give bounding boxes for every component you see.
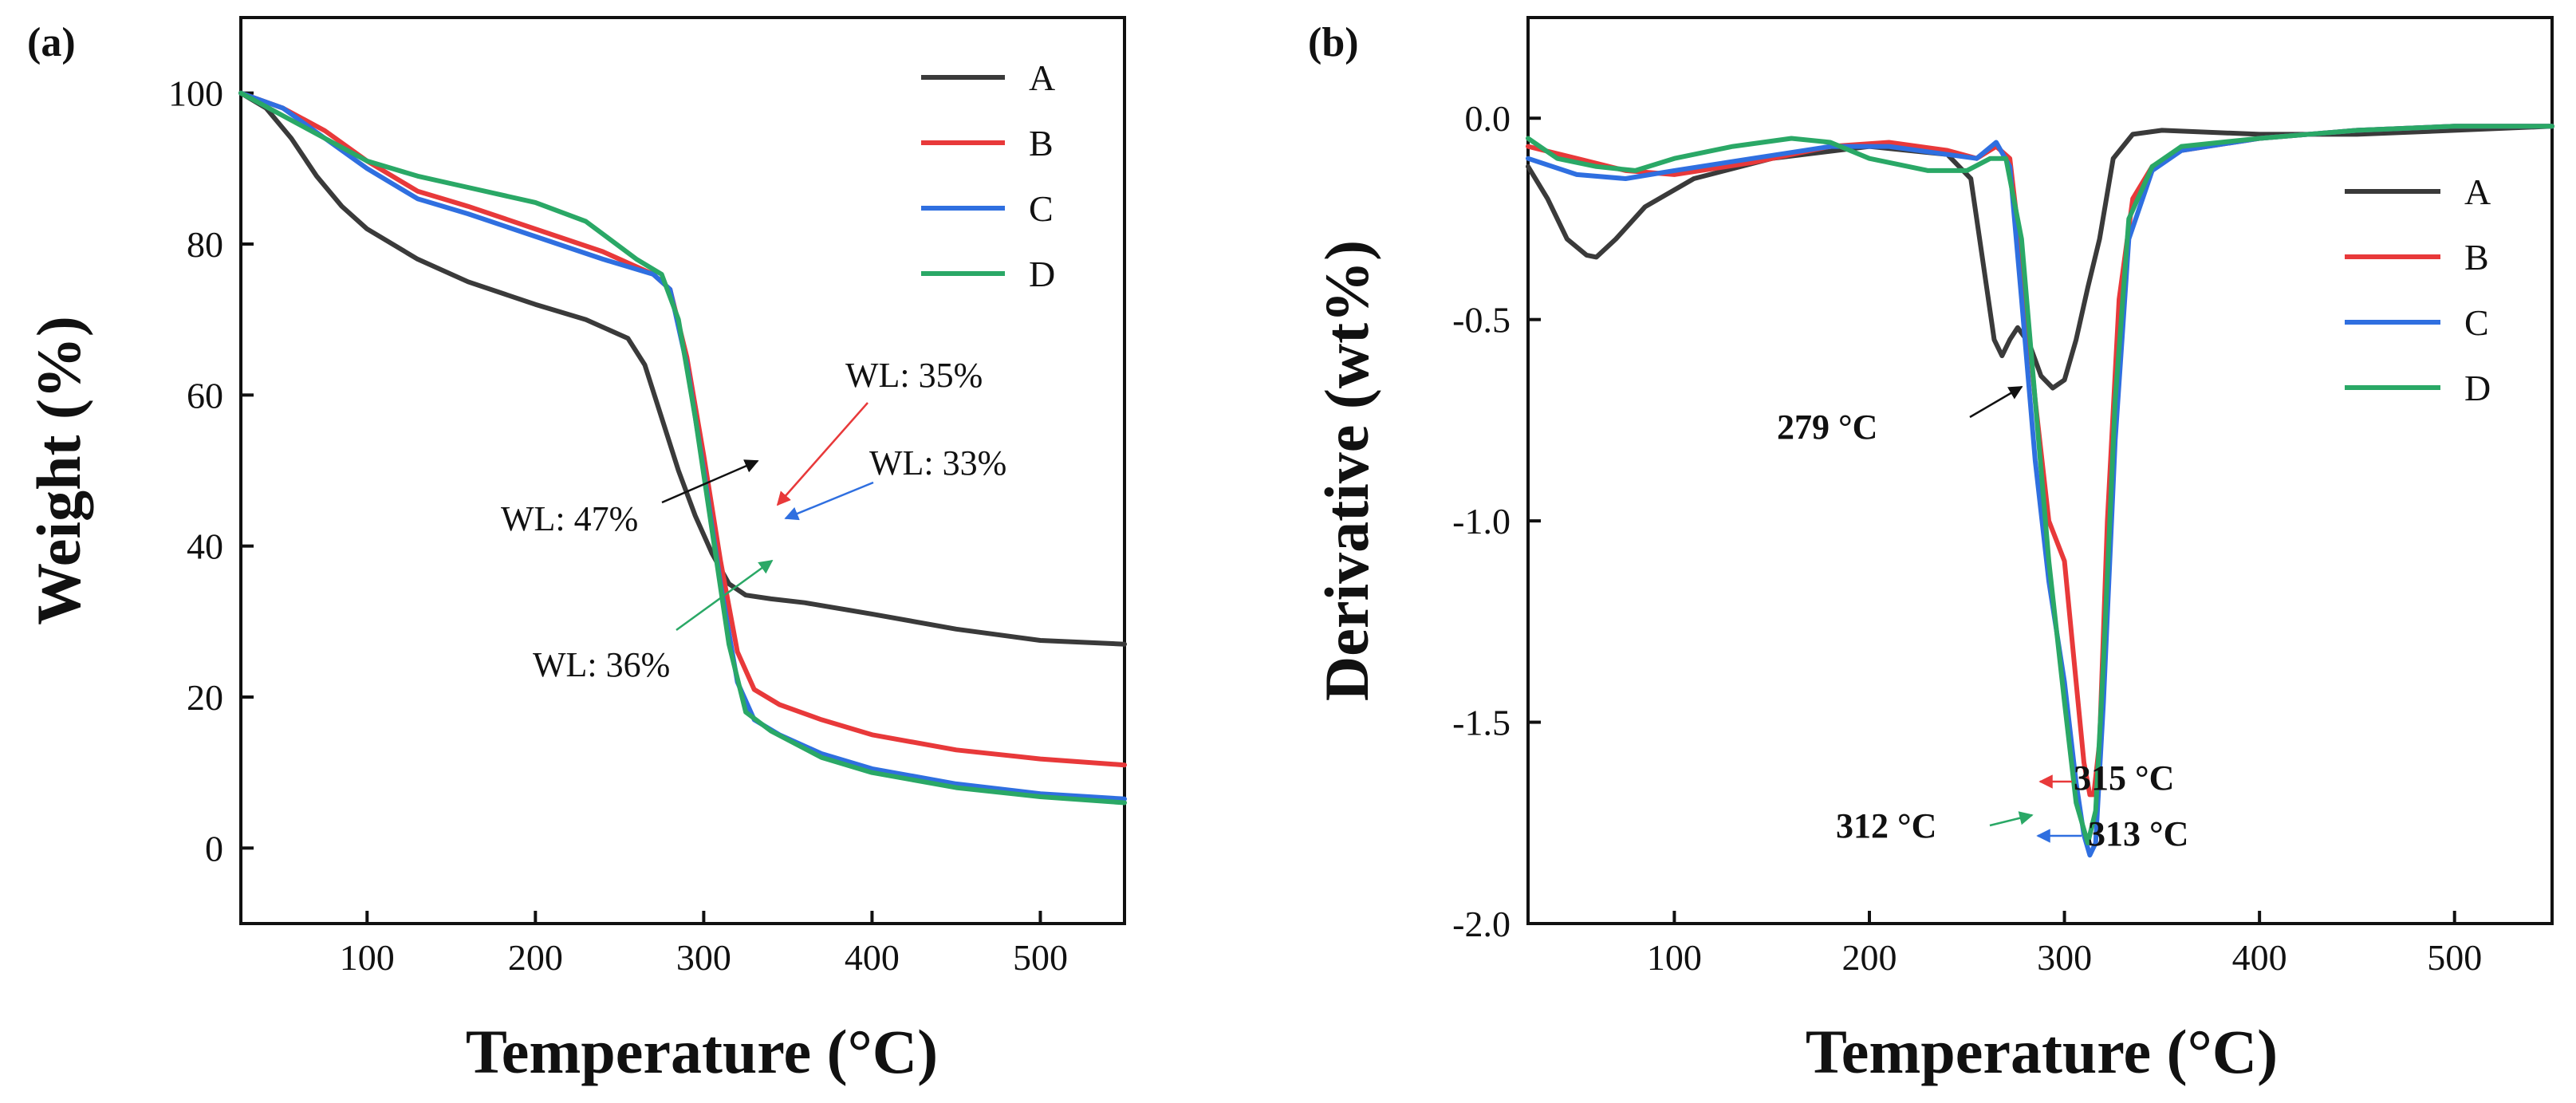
x-tick-label: 500 — [2427, 937, 2482, 978]
x-tick-label: 100 — [340, 937, 395, 978]
annotation-label: WL: 35% — [845, 356, 983, 395]
x-tick-label: 400 — [845, 937, 900, 978]
series-line-a — [238, 90, 1127, 647]
y-tick-label: -0.5 — [1452, 300, 1511, 341]
y-tick-label: 0.0 — [1465, 98, 1511, 139]
annotation-label: 279 °C — [1777, 408, 1877, 447]
annotation-label: 312 °C — [1836, 806, 1936, 845]
x-tick-label: 300 — [676, 937, 731, 978]
y-tick-label: 40 — [187, 526, 223, 567]
y-tick-label: 100 — [168, 73, 223, 114]
annotation-arrow — [661, 459, 759, 504]
legend-label-c: C — [1029, 188, 1054, 229]
panel-a-ylabel: Weight (%) — [24, 316, 93, 625]
x-tick-label: 400 — [2232, 937, 2287, 978]
annotation-arrow — [776, 402, 869, 506]
legend-label-d: D — [2464, 368, 2491, 408]
annotation-label: WL: 33% — [869, 443, 1006, 483]
annotation-label: 313 °C — [2088, 814, 2188, 853]
y-tick-label: 0 — [205, 828, 223, 869]
annotation-arrow — [1989, 811, 2034, 827]
y-tick-label: -1.5 — [1452, 703, 1511, 743]
series-line-b — [238, 90, 1127, 768]
panel-b-ylabel: Derivative (wt%) — [1312, 240, 1381, 701]
y-tick-label: 80 — [187, 224, 223, 265]
panel-a-frame — [239, 16, 1126, 925]
annotation-label: 315 °C — [2074, 758, 2174, 798]
legend-label-d: D — [1029, 254, 1055, 294]
x-tick-label: 300 — [2037, 937, 2092, 978]
x-tick-label: 200 — [1842, 937, 1897, 978]
panel-b-frame — [1526, 16, 2554, 925]
annotation-arrow — [1969, 385, 2023, 419]
series-line-c — [1526, 124, 2554, 858]
series-line-d — [1526, 124, 2554, 845]
legend-label-c: C — [2464, 302, 2489, 343]
panel-a-letter: (a) — [27, 20, 76, 65]
panel-b-xlabel: Temperature (°C) — [1806, 1017, 2278, 1086]
panel-a-xlabel: Temperature (°C) — [466, 1017, 938, 1086]
y-tick-label: 20 — [187, 677, 223, 718]
panel-b: (b) 100 200 300 400 500 0.0 -0.5 -1.0 -1.5 -2.0 A… — [1308, 16, 2554, 1086]
annotation-arrow — [784, 481, 874, 521]
y-tick-label: -1.0 — [1452, 501, 1511, 542]
annotation-label: WL: 36% — [533, 645, 670, 684]
x-tick-label: 100 — [1647, 937, 1702, 978]
legend-label-a: A — [1029, 57, 1055, 98]
panel-b-letter: (b) — [1308, 20, 1359, 65]
series-line-d — [238, 90, 1127, 806]
annotation-label: WL: 47% — [501, 499, 638, 538]
legend-label-b: B — [2464, 237, 2489, 278]
annotation-arrow — [676, 559, 774, 632]
y-tick-label: 60 — [187, 375, 223, 416]
x-tick-label: 200 — [508, 937, 563, 978]
series-line-a — [1526, 124, 2554, 391]
y-tick-label: -2.0 — [1452, 904, 1511, 944]
legend-label-a: A — [2464, 171, 2491, 212]
x-tick-label: 500 — [1013, 937, 1068, 978]
legend-label-b: B — [1029, 123, 1054, 163]
